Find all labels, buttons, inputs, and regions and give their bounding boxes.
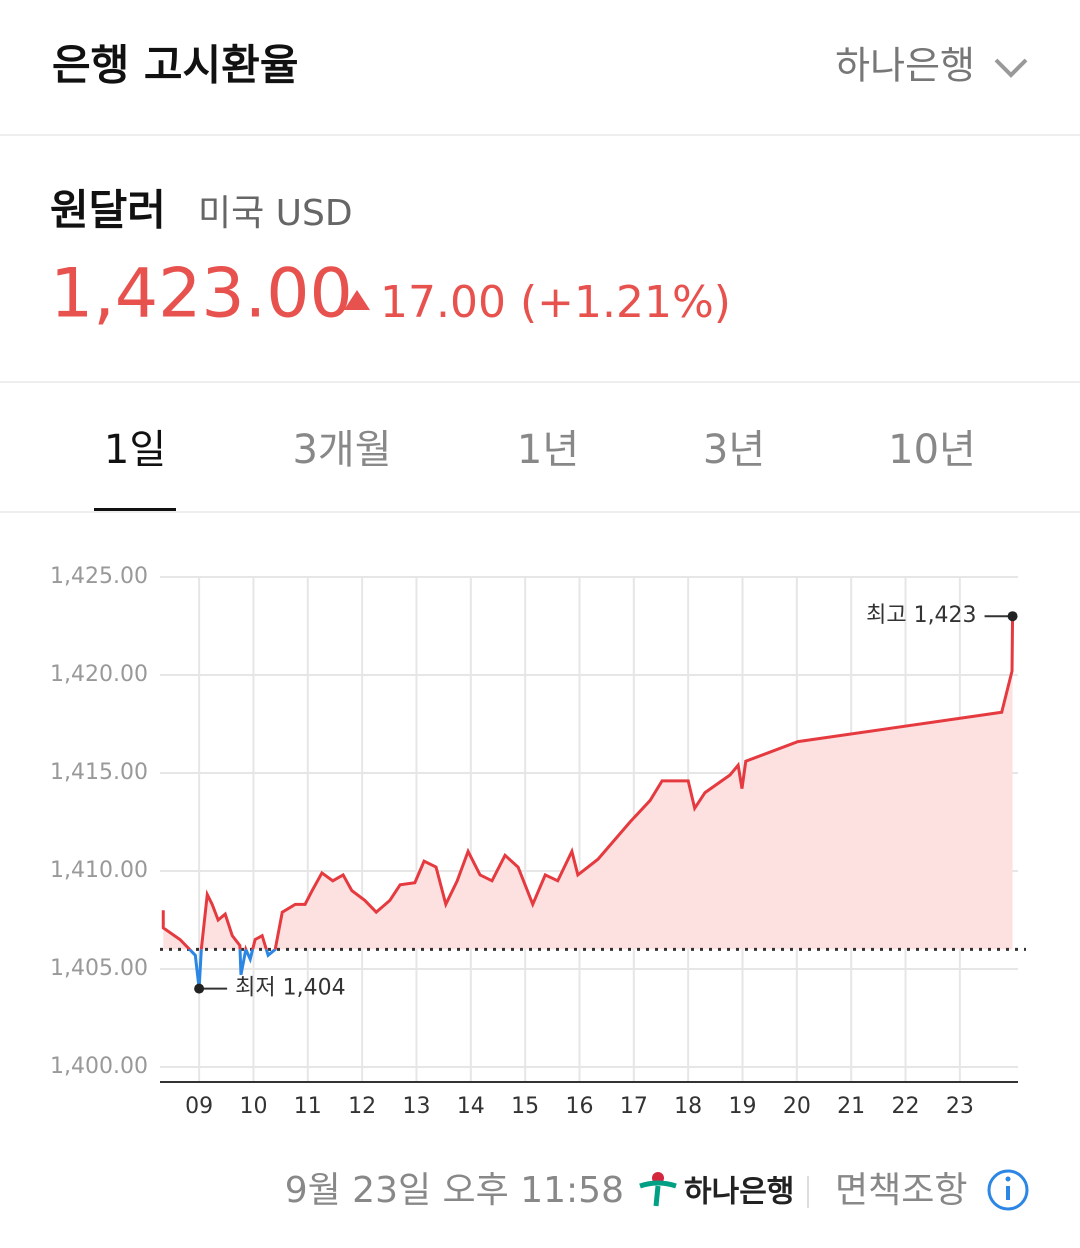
tab[interactable]: 10년 bbox=[888, 427, 976, 473]
y-tick-label: 1,400.00 bbox=[50, 1054, 148, 1079]
tab[interactable]: 1일 bbox=[104, 427, 166, 473]
tab[interactable]: 3년 bbox=[703, 427, 765, 473]
disclaimer[interactable]: 면책조항 bbox=[835, 1170, 967, 1211]
annotation-label: 최고 1,423 bbox=[866, 603, 976, 628]
x-tick-label: 12 bbox=[348, 1094, 376, 1119]
x-tick-label: 09 bbox=[185, 1094, 213, 1119]
price: 1,423.00 bbox=[50, 255, 353, 334]
y-tick-label: 1,420.00 bbox=[50, 662, 148, 687]
timestamp: 9월 23일 오후 11:58 bbox=[285, 1170, 624, 1211]
info-icon-dot bbox=[1005, 1176, 1011, 1182]
hana-logo: 하나은행 bbox=[639, 1172, 794, 1210]
bank-select[interactable]: 하나은행 bbox=[835, 44, 975, 88]
tab[interactable]: 3개월 bbox=[292, 427, 391, 473]
dropdown-icon[interactable] bbox=[994, 58, 1028, 78]
x-tick-label: 13 bbox=[402, 1094, 430, 1119]
x-tick-label: 10 bbox=[239, 1094, 267, 1119]
annotation-dot bbox=[194, 983, 205, 994]
currency-name: 원달러 bbox=[50, 186, 166, 235]
x-tick-label: 22 bbox=[892, 1094, 920, 1119]
tab-indicator bbox=[94, 508, 176, 511]
x-tick-label: 19 bbox=[729, 1094, 757, 1119]
x-tick-label: 18 bbox=[674, 1094, 702, 1119]
page-title: 은행 고시환율 bbox=[52, 41, 298, 90]
area-fill bbox=[163, 616, 1013, 950]
logo-text: 하나은행 bbox=[684, 1175, 794, 1210]
price-change: 17.00 (+1.21%) bbox=[380, 277, 731, 328]
y-tick-label: 1,405.00 bbox=[50, 956, 148, 981]
chart: 1,400.00 1,405.00 1,410.00 1,415.00 1,420.00… bbox=[50, 564, 1026, 1119]
info-icon-bar bbox=[1006, 1186, 1010, 1200]
info-icon[interactable] bbox=[987, 1169, 1029, 1211]
x-tick-label: 23 bbox=[946, 1094, 974, 1119]
y-tick-label: 1,415.00 bbox=[50, 760, 148, 785]
annotation-dot bbox=[1007, 611, 1018, 622]
y-tick-label: 1,410.00 bbox=[50, 858, 148, 883]
x-tick-label: 11 bbox=[294, 1094, 322, 1119]
tab[interactable]: 1년 bbox=[517, 427, 579, 473]
currency-subtitle: 미국 USD bbox=[198, 193, 353, 234]
x-tick-label: 17 bbox=[620, 1094, 648, 1119]
annotation-label: 최저 1,404 bbox=[235, 976, 345, 1001]
logo-mark bbox=[639, 1180, 677, 1207]
line-above bbox=[161, 616, 1015, 950]
x-tick-label: 20 bbox=[783, 1094, 811, 1119]
y-tick-label: 1,425.00 bbox=[50, 564, 148, 589]
x-tick-label: 15 bbox=[511, 1094, 539, 1119]
up-arrow bbox=[344, 290, 370, 310]
x-tick-label: 21 bbox=[837, 1094, 865, 1119]
x-tick-label: 16 bbox=[565, 1094, 593, 1119]
x-tick-label: 14 bbox=[457, 1094, 485, 1119]
